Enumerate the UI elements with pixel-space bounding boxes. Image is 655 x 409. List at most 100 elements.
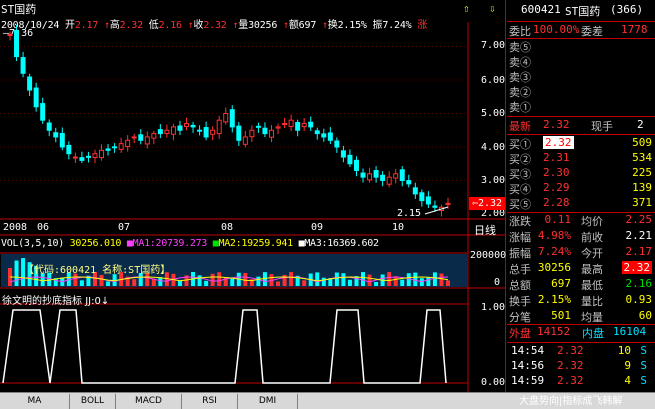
tab-rsi[interactable]: RSI [182,394,238,409]
stat-label: 量比 [581,295,603,308]
volume-bar [99,274,104,286]
buy-price: 2.32 [543,136,574,149]
sell5-row[interactable]: 卖⑤ [509,41,531,54]
price-axis-label: 5.00 [481,108,506,119]
candle-body [105,148,111,151]
candle-body [210,129,216,135]
candle-body [412,187,418,195]
stat-value: 2.32 [621,261,652,274]
sell4-row[interactable]: 卖④ [509,56,531,69]
stock-popup: 【代码:600421 名称:ST国药】 [24,265,171,276]
stat-label: 最低 [581,279,603,292]
candle-body [170,126,176,135]
candle-body [419,192,425,202]
buy-row[interactable]: 买③ 2.30 225 [507,166,655,181]
tab-ma[interactable]: MA [0,394,70,409]
tick-volume: 10 [617,344,631,357]
stat-label: 今开 [581,247,603,260]
scroll-up-icon[interactable]: ⇧ [463,2,470,15]
candle-body [203,127,209,138]
tab-boll[interactable]: BOLL [70,394,116,409]
volume-bar [223,277,228,286]
stat-label: 总额 [509,279,531,292]
scroll-down-icon[interactable]: ⇩ [489,2,496,15]
volume-bar [73,273,78,286]
buy-row[interactable]: 买④ 2.29 139 [507,181,655,196]
volume-bar [426,277,431,286]
candle-body [59,132,65,148]
buy-level-label: 买① [509,138,531,151]
stat-value: 4.98% [537,229,571,242]
volume-bar [282,274,287,286]
stat-label: 均价 [581,215,603,228]
candle-body [373,170,379,178]
candle-body [327,132,333,141]
candle-body [288,119,294,128]
candle-body [92,153,98,158]
tick-price: 2.32 [557,359,584,372]
buy-level-label: 买④ [509,183,531,196]
tab-macd[interactable]: MACD [116,394,182,409]
candle-body [33,87,39,108]
sell2-row[interactable]: 卖② [509,86,531,99]
candle-body [425,196,431,205]
volume-bar [295,275,300,286]
tab-dmi[interactable]: DMI [238,394,298,409]
price-axis-label: 7.00 [481,40,506,51]
candle-body [386,176,392,185]
candle-body [118,143,124,150]
stat-value: 60 [638,309,652,322]
indicator-tabs: MA BOLL MACD RSI DMI [0,392,655,409]
volume-bar [328,278,333,286]
stat-label: 振幅 [509,247,531,260]
date-label: 2008/10/24 [1,20,60,31]
volume-bar [374,281,379,286]
volume-bar [92,272,97,286]
buy-level-label: 买② [509,153,531,166]
indicator-axis-top: 1.00 [481,302,506,313]
buy-price: 2.28 [543,196,570,209]
period-label[interactable]: 日线 [474,224,496,237]
candle-body [20,57,26,74]
volume-bar [138,272,143,286]
tick-side: S [640,374,647,387]
buy-volume: 509 [632,136,652,149]
price-chart[interactable] [0,0,506,392]
tick-row: 14:56 2.32 9 S [507,359,655,374]
price-axis-label: 2.00 [481,208,506,219]
volume-bar [217,272,222,286]
volume-bar [321,277,326,286]
status-footer: 大盘势向|指标成飞韩解 [519,396,623,407]
amplitude-value: 7.24% [382,20,412,31]
tick-time: 14:59 [511,374,545,387]
candle-body [99,149,105,159]
candle-body [138,134,144,141]
volume-bar [14,260,19,286]
volume-bar [132,279,137,286]
buy-row[interactable]: 买⑤ 2.28 371 [507,196,655,211]
tick-price: 2.32 [557,374,584,387]
turnover-value: 2.15% [337,20,367,31]
candle-body [321,133,327,138]
buy-row[interactable]: 买① 2.32 509 [507,136,655,151]
volume-bar [393,276,398,286]
volume-bar [158,277,163,286]
volume-bar [112,274,117,286]
buy-row[interactable]: 买② 2.31 534 [507,151,655,166]
volume-bar [164,272,169,286]
date-axis-year: 2008 [3,222,28,233]
candle-body [46,122,52,131]
candle-body [184,123,190,127]
candle-body [353,159,359,171]
date-axis-month: 09 [311,222,324,233]
buy-level-label: 买⑤ [509,198,531,211]
volume-bar [53,278,58,286]
stat-label: 分笔 [509,311,531,324]
candle-body [27,76,33,91]
candle-body [432,205,438,208]
sell1-row[interactable]: 卖① [509,101,531,114]
candle-body [393,173,399,179]
sell3-row[interactable]: 卖③ [509,71,531,84]
volume-bar [446,280,450,286]
volume-bar [27,262,32,286]
